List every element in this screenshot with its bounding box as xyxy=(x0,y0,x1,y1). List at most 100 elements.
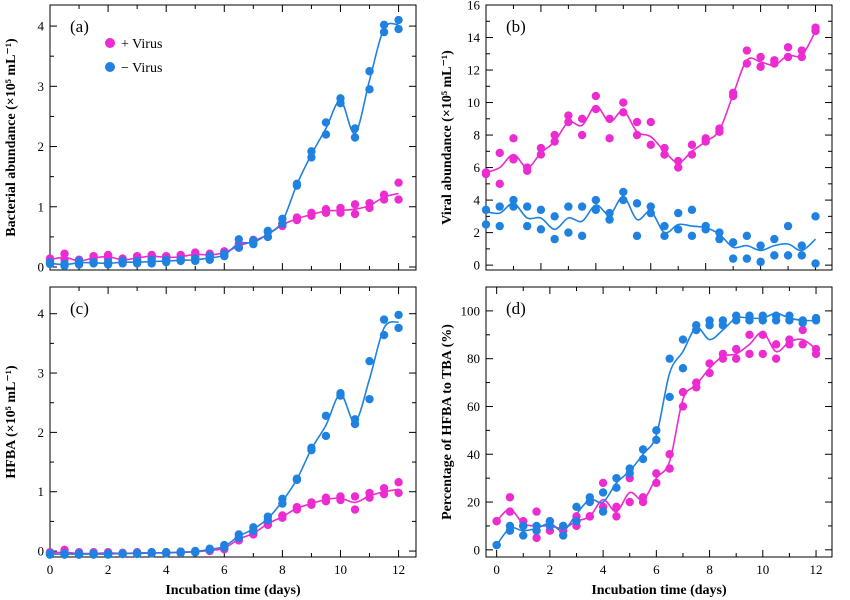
data-point-plus-virus xyxy=(536,143,546,153)
plot-frame xyxy=(49,286,417,558)
data-point-minus-virus xyxy=(321,118,331,127)
data-point-plus-virus xyxy=(481,169,491,179)
data-point-plus-virus xyxy=(379,489,389,499)
data-point-plus-virus xyxy=(536,150,546,159)
data-point-minus-virus xyxy=(811,259,820,268)
data-point-minus-virus xyxy=(321,130,331,139)
data-point-plus-virus xyxy=(660,150,669,159)
y-tick-label: 0 xyxy=(474,542,481,557)
data-point-minus-virus xyxy=(522,221,532,231)
data-point-minus-virus xyxy=(701,225,710,234)
data-point-minus-virus xyxy=(509,195,518,205)
data-point-plus-virus xyxy=(718,354,728,363)
data-point-plus-virus xyxy=(731,354,741,363)
data-point-plus-virus xyxy=(577,114,587,124)
data-point-minus-virus xyxy=(249,526,258,536)
data-point-plus-virus xyxy=(811,349,821,359)
data-point-minus-virus xyxy=(646,202,655,211)
data-point-minus-virus xyxy=(678,335,688,344)
data-point-minus-virus xyxy=(132,256,142,266)
y-tick-label: 40 xyxy=(467,447,480,462)
data-point-minus-virus xyxy=(161,255,171,264)
data-point-plus-virus xyxy=(798,340,807,349)
data-point-minus-virus xyxy=(728,254,738,263)
data-point-minus-virus xyxy=(550,234,559,244)
data-point-minus-virus xyxy=(307,153,316,162)
data-point-minus-virus xyxy=(632,199,642,208)
x-tick-label: 10 xyxy=(756,562,769,577)
y-tick-label: 8 xyxy=(474,128,481,143)
data-point-minus-virus xyxy=(605,208,614,218)
data-point-minus-virus xyxy=(350,124,360,133)
data-point-minus-virus xyxy=(687,205,697,215)
y-tick-label: 4 xyxy=(38,306,45,321)
data-point-minus-virus xyxy=(797,241,806,250)
data-point-plus-virus xyxy=(365,203,374,213)
data-point-minus-virus xyxy=(60,550,69,559)
data-point-plus-virus xyxy=(674,163,683,172)
data-point-minus-virus xyxy=(745,316,754,325)
data-point-minus-virus xyxy=(619,187,628,197)
data-point-plus-virus xyxy=(495,179,504,189)
x-tick-label: 4 xyxy=(163,562,170,577)
data-point-minus-virus xyxy=(572,502,581,512)
data-point-plus-virus xyxy=(365,493,374,502)
data-point-plus-virus xyxy=(652,478,661,488)
data-point-plus-virus xyxy=(619,108,628,117)
data-point-plus-virus xyxy=(292,215,302,225)
data-point-plus-virus xyxy=(350,505,360,514)
trend-line-minus-virus xyxy=(50,320,399,555)
data-point-minus-virus xyxy=(564,202,573,211)
data-point-minus-virus xyxy=(718,321,728,330)
data-point-plus-virus xyxy=(625,497,634,507)
x-tick-label: 0 xyxy=(493,562,500,577)
data-point-minus-virus xyxy=(495,202,504,211)
x-tick-label: 8 xyxy=(279,562,286,577)
data-point-plus-virus xyxy=(564,117,573,127)
trend-line-plus-virus xyxy=(486,30,817,174)
data-point-minus-virus xyxy=(350,133,360,142)
data-point-plus-virus xyxy=(811,26,820,36)
data-point-minus-virus xyxy=(492,540,501,550)
data-point-minus-virus xyxy=(705,321,714,330)
data-point-plus-virus xyxy=(532,533,541,543)
data-point-minus-virus xyxy=(577,231,587,241)
data-point-minus-virus xyxy=(234,243,244,252)
data-point-minus-virus xyxy=(481,220,491,229)
data-point-minus-virus xyxy=(715,228,724,237)
data-point-plus-virus xyxy=(307,211,316,220)
data-point-plus-virus xyxy=(632,130,642,140)
y-tick-label: 10 xyxy=(467,95,480,110)
data-point-minus-virus xyxy=(394,310,403,320)
data-point-plus-virus xyxy=(785,340,794,349)
data-point-plus-virus xyxy=(605,114,614,124)
data-point-plus-virus xyxy=(379,195,389,204)
data-point-plus-virus xyxy=(731,344,741,354)
panel-b: 0 2 4 6 8 10 12 14 16 Viral abundance (×10⁵ mL⁻¹)… xyxy=(440,0,833,273)
plot-frame xyxy=(485,4,833,271)
data-point-minus-virus xyxy=(45,259,55,269)
y-tick-label: 3 xyxy=(38,79,45,94)
data-point-minus-virus xyxy=(536,225,546,234)
data-point-minus-virus xyxy=(619,195,628,205)
data-point-plus-virus xyxy=(758,330,767,339)
data-point-minus-virus xyxy=(715,234,724,244)
data-point-minus-virus xyxy=(572,516,581,526)
data-point-minus-virus xyxy=(74,550,84,559)
data-point-plus-virus xyxy=(678,402,688,411)
data-point-plus-virus xyxy=(756,62,765,71)
data-point-plus-virus xyxy=(619,98,628,107)
data-point-minus-virus xyxy=(118,256,127,266)
data-point-minus-virus xyxy=(278,499,287,508)
data-point-plus-virus xyxy=(674,156,683,166)
data-point-minus-virus xyxy=(495,221,504,231)
data-point-minus-virus xyxy=(379,330,389,340)
data-point-minus-virus xyxy=(379,315,389,324)
data-point-plus-virus xyxy=(350,209,360,219)
data-point-plus-virus xyxy=(585,512,594,521)
data-point-plus-virus xyxy=(505,493,515,502)
panel-d: 0 2 4 6 8 10 12 0 20 40 60 80 100 Incubation time (da… xyxy=(440,286,833,598)
data-point-minus-virus xyxy=(692,325,701,335)
y-tick-label: 20 xyxy=(467,495,480,510)
data-point-minus-virus xyxy=(612,483,621,492)
